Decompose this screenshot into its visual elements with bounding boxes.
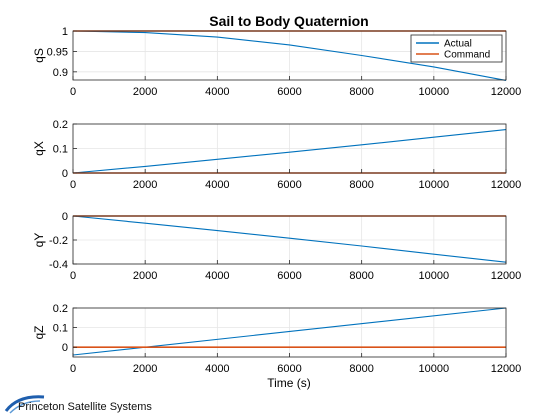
x-tick-label: 10000 [419,179,450,191]
subplot-qz: 0 2000 4000 6000 8000 10000 12000 0 0.1 0.2 qZ [32,303,521,375]
x-tick-label: 10000 [419,86,450,98]
x-tick-label: 4000 [205,179,229,191]
x-tick-label: 2000 [133,179,157,191]
y-tick-label: 0.2 [53,119,68,131]
series-line-actual-qs [72,30,507,81]
logo-text: Princeton Satellite Systems [18,401,152,413]
y-tick-label: 0.1 [53,323,68,335]
legend-label-command: Command [444,50,490,61]
x-tick-label: 12000 [491,86,522,98]
x-tick-label: 4000 [205,270,229,282]
series-line-actual-qx [72,129,507,174]
x-tick-label: 8000 [349,179,373,191]
x-tick-label: 6000 [277,270,301,282]
x-tick-label: 12000 [491,179,522,191]
x-tick-label: 12000 [491,363,522,375]
y-tick-label: 0.9 [53,67,68,79]
y-tick-label: 0 [62,168,68,180]
y-axis-label: qS [32,48,46,63]
x-tick-label: 8000 [349,86,373,98]
y-tick-label: 0 [62,211,68,223]
chart-title: Sail to Body Quaternion [209,13,368,29]
subplot-qx: 0 2000 4000 6000 8000 10000 12000 0 0.1 0.2 qX [32,119,521,191]
subplot-qs: 0 2000 4000 6000 8000 10000 12000 0.9 0.95 1 qS [32,26,521,98]
x-tick-label: 8000 [349,270,373,282]
x-axis-label: Time (s) [267,376,311,390]
x-tick-label: 6000 [277,179,301,191]
y-tick-label: -0.4 [49,259,68,271]
x-tick-label: 4000 [205,86,229,98]
legend-label-actual: Actual [444,39,472,50]
x-tick-label: 2000 [133,86,157,98]
y-axis-label: qY [32,233,46,248]
x-tick-label: 6000 [277,363,301,375]
y-tick-label: -0.2 [49,235,68,247]
x-tick-label: 2000 [133,270,157,282]
x-tick-label: 10000 [419,270,450,282]
x-tick-label: 2000 [133,363,157,375]
y-tick-label: 0.2 [53,303,68,315]
x-tick-label: 0 [70,179,76,191]
x-tick-label: 0 [70,270,76,282]
subplots: 0 2000 4000 6000 8000 10000 12000 0.9 0.95 1 qS 0 20… [32,26,521,375]
x-tick-label: 10000 [419,363,450,375]
x-tick-label: 6000 [277,86,301,98]
y-tick-label: 0 [62,342,68,354]
subplot-qy: 0 2000 4000 6000 8000 10000 12000 -0.4 -0.2 0 qY [32,211,521,282]
series-line-actual-qy [72,215,507,263]
y-tick-label: 1 [62,26,68,38]
x-tick-label: 12000 [491,270,522,282]
y-tick-label: 0.1 [53,144,68,156]
legend-box [410,34,503,63]
x-tick-label: 0 [70,363,76,375]
y-axis-label: qZ [32,325,46,339]
princeton-logo-icon [4,395,45,414]
y-axis-label: qX [32,141,46,156]
x-tick-label: 8000 [349,363,373,375]
y-tick-label: 0.95 [47,46,68,58]
x-tick-label: 0 [70,86,76,98]
x-tick-label: 4000 [205,363,229,375]
